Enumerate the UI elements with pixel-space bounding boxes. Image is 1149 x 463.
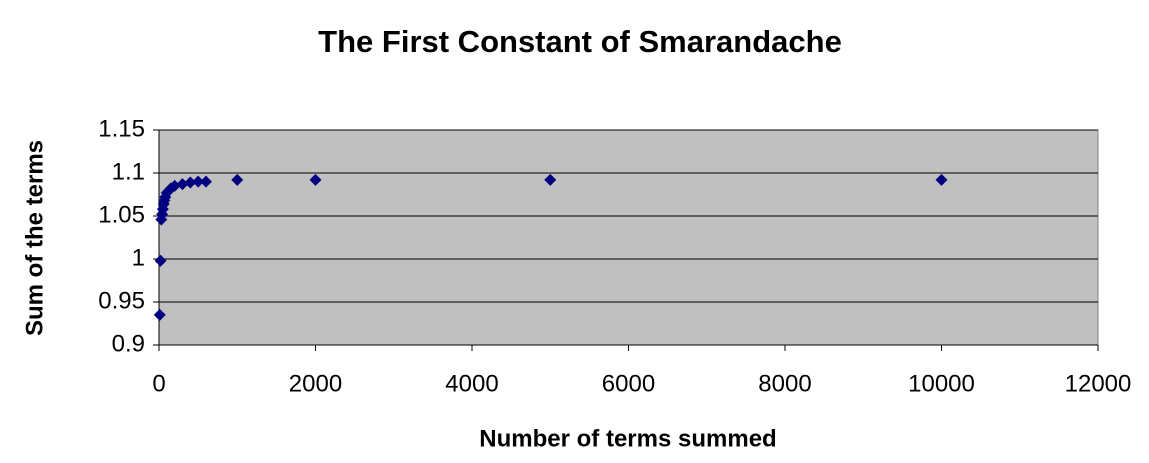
x-tick-label: 12000: [1065, 370, 1132, 397]
x-tick-label: 6000: [602, 370, 655, 397]
point: [154, 254, 167, 267]
y-axis-label: Sum of the terms: [21, 140, 48, 336]
x-tick-label: 8000: [758, 370, 811, 397]
y-tick-label: 1: [132, 244, 145, 271]
point: [309, 173, 322, 186]
point: [192, 175, 205, 188]
y-tick-label: 0.95: [98, 287, 145, 314]
point: [544, 173, 557, 186]
y-tick-label: 1.05: [98, 201, 145, 228]
x-tick-label: 2000: [289, 370, 342, 397]
y-tick-label: 0.9: [112, 330, 145, 357]
point: [176, 178, 189, 191]
chart-title: The First Constant of Smarandache: [318, 24, 842, 59]
point: [184, 176, 197, 189]
x-axis-label: Number of terms summed: [479, 425, 776, 452]
x-tick-label: 10000: [908, 370, 975, 397]
point: [935, 173, 948, 186]
point: [168, 179, 181, 192]
x-tick-label: 4000: [445, 370, 498, 397]
y-tick-label: 1.1: [112, 158, 145, 185]
point: [231, 173, 244, 186]
point: [199, 175, 212, 188]
y-tick-label: 1.15: [98, 115, 145, 142]
point: [153, 308, 166, 321]
plot-area: [158, 129, 1099, 346]
x-tick-label: 0: [152, 370, 165, 397]
